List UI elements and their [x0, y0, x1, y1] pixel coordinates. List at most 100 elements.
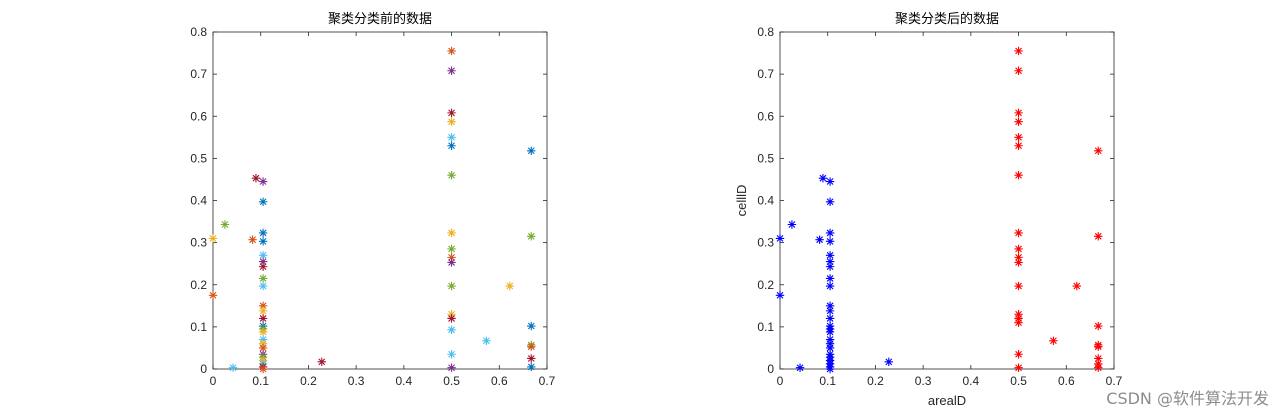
data-point [1014, 133, 1023, 142]
data-point [825, 197, 835, 206]
data-point [258, 327, 268, 337]
data-point [447, 325, 456, 335]
data-point [1094, 321, 1103, 331]
x-tick-label: 0.4 [963, 374, 980, 388]
data-point [1014, 281, 1023, 291]
x-tick-label: 0.2 [300, 374, 317, 388]
data-point [527, 362, 536, 372]
data-point [447, 244, 456, 254]
x-tick-label: 0.5 [1010, 374, 1027, 388]
y-tick-label: 0.6 [757, 109, 774, 123]
data-point [258, 177, 268, 186]
data-point [208, 234, 218, 243]
data-point [1014, 314, 1023, 323]
data-point [1049, 336, 1058, 345]
y-tick-label: 0.5 [190, 151, 207, 165]
data-point [258, 197, 268, 206]
data-point [208, 291, 218, 300]
data-point [447, 141, 456, 150]
data-point [818, 173, 828, 183]
data-point [1094, 354, 1103, 363]
y-tick-label: 0.2 [757, 278, 774, 292]
data-point [258, 262, 268, 271]
data-point [527, 146, 536, 155]
x-axis-label: arealD [928, 393, 966, 408]
data-point [447, 281, 456, 291]
data-point [527, 321, 536, 331]
data-point [1014, 253, 1023, 262]
watermark: CSDN @软件算法开发 [1106, 389, 1269, 408]
x-tick-label: 0.7 [539, 374, 556, 388]
data-point [825, 339, 835, 348]
y-tick-label: 0.1 [190, 320, 207, 334]
data-point [1014, 363, 1023, 372]
y-tick-label: 0.8 [190, 25, 207, 39]
y-tick-label: 0.7 [757, 67, 774, 81]
data-point [1014, 310, 1023, 319]
data-point [447, 228, 456, 238]
data-point [825, 177, 835, 186]
data-point [1014, 350, 1023, 359]
x-tick-label: 0.5 [443, 374, 460, 388]
data-point [825, 327, 835, 337]
y-tick-label: 0.4 [190, 194, 207, 208]
data-point [447, 253, 456, 262]
data-point [775, 234, 785, 243]
x-tick-label: 0.7 [1106, 374, 1123, 388]
data-point [317, 357, 326, 367]
x-tick-label: 0 [777, 374, 784, 388]
data-point [258, 228, 268, 238]
data-point [447, 350, 456, 359]
x-tick-label: 0.4 [396, 374, 413, 388]
data-point [258, 251, 268, 260]
chart-title: 聚类分类后的数据 [895, 11, 999, 26]
data-point [258, 301, 268, 311]
data-point [447, 66, 456, 75]
data-point [1014, 258, 1023, 267]
x-tick-label: 0.3 [348, 374, 365, 388]
data-point [220, 220, 230, 229]
data-point [482, 336, 491, 345]
data-point [825, 257, 835, 266]
chart-panel-2: 聚类分类后的数据 0 0.1 0.2 0.3 0.4 0.5 0.6 0.7 0 0.1 0.2 0.3… [734, 11, 1123, 408]
x-tick-label: 0.6 [1058, 374, 1075, 388]
data-point [447, 108, 456, 118]
data-point [825, 237, 835, 246]
y-tick-label: 0 [767, 362, 774, 376]
data-point [884, 357, 893, 367]
data-point [258, 237, 268, 246]
data-point [248, 235, 257, 244]
data-point [825, 281, 835, 291]
data-point [1014, 318, 1023, 327]
y-tick-label: 0.4 [757, 194, 774, 208]
data-point [825, 301, 835, 311]
x-tick-label: 0.1 [819, 374, 836, 388]
data-point [527, 342, 536, 351]
chart-title: 聚类分类前的数据 [328, 11, 432, 26]
plot-area [212, 31, 548, 370]
y-tick-label: 0.7 [190, 67, 207, 81]
data-point [1014, 66, 1023, 75]
data-point [825, 364, 835, 374]
y-tick-label: 0.5 [757, 151, 774, 165]
y-tick-label: 0.8 [757, 25, 774, 39]
data-point [1014, 141, 1023, 150]
data-point [258, 314, 268, 323]
series-2 [1014, 46, 1103, 372]
y-tick-label: 0.3 [190, 236, 207, 250]
data-point [1072, 281, 1081, 291]
data-point [1014, 108, 1023, 118]
chart-panel-1: 聚类分类前的数据 0 0.1 0.2 0.3 0.4 0.5 0.6 0.7 0 0.1 0.2 0.3… [190, 11, 555, 388]
data-point [447, 46, 456, 56]
y-tick-label: 0.1 [757, 320, 774, 334]
x-tick-label: 0.1 [252, 374, 269, 388]
data-point [1014, 228, 1023, 238]
data-point [228, 363, 238, 372]
data-point [258, 281, 268, 291]
data-point [1094, 342, 1103, 351]
data-point [258, 339, 268, 348]
data-point [825, 228, 835, 238]
data-point [258, 364, 268, 374]
data-point [258, 306, 268, 316]
